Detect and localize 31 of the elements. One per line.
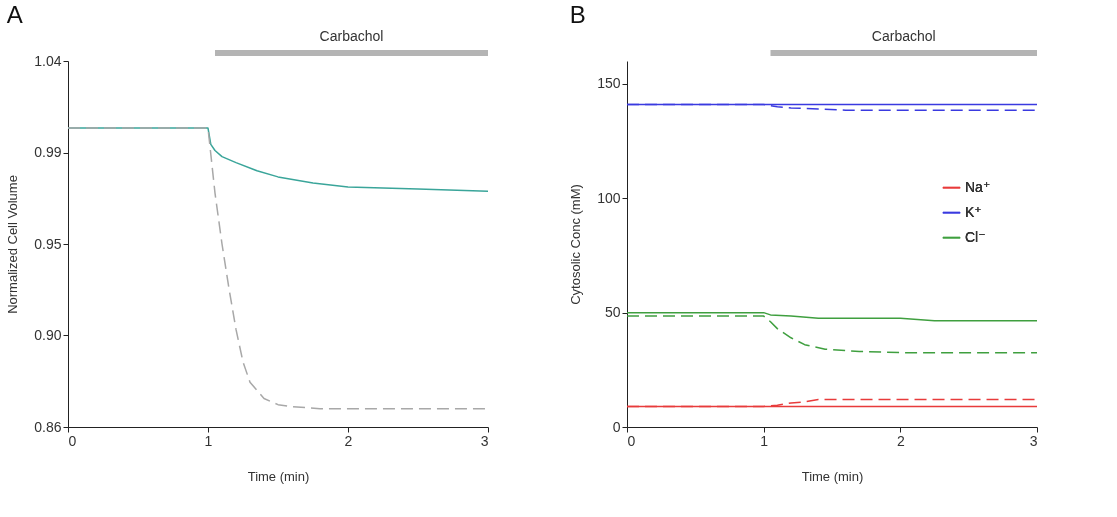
legend-label: Cl⁻: [965, 228, 986, 245]
legend-label: Na⁺: [965, 178, 991, 195]
x-tick-label: 0: [68, 432, 77, 449]
line-series: [627, 311, 1037, 322]
line-series: [627, 315, 1037, 354]
y-tick-label: 0.90: [34, 327, 62, 343]
y-tick-label: 0.95: [34, 235, 62, 252]
y-tick-label: 1.04: [34, 52, 62, 69]
y-tick-label: 0.99: [34, 144, 62, 160]
x-tick-label: 0: [627, 432, 636, 449]
x-axis-title: Time (min): [247, 468, 310, 484]
y-axis-title: Cytosolic Conc (mM): [568, 184, 584, 305]
x-axis-title: Time (min): [801, 468, 864, 484]
x-tick-label: 3: [1029, 432, 1038, 449]
y-axis-title: Normalized Cell Volume: [5, 175, 21, 314]
y-tick-label: 50: [604, 304, 621, 321]
y-tick-label: 0.86: [34, 418, 62, 435]
y-tick-label: 150: [597, 75, 621, 92]
x-tick-label: 2: [344, 432, 353, 449]
y-tick-label: 100: [597, 189, 621, 206]
chart-title: B: [569, 1, 586, 28]
line-series: [68, 127, 488, 410]
y-tick-label: 0: [612, 418, 621, 435]
legend-label: K⁺: [965, 203, 982, 220]
chart-title: A: [6, 1, 23, 28]
x-tick-label: 3: [480, 432, 489, 449]
x-tick-label: 1: [760, 432, 769, 449]
text: Carbachol: [319, 28, 384, 44]
x-tick-label: 1: [204, 432, 213, 449]
x-tick-label: 2: [896, 432, 905, 449]
text: Carbachol: [871, 28, 936, 44]
